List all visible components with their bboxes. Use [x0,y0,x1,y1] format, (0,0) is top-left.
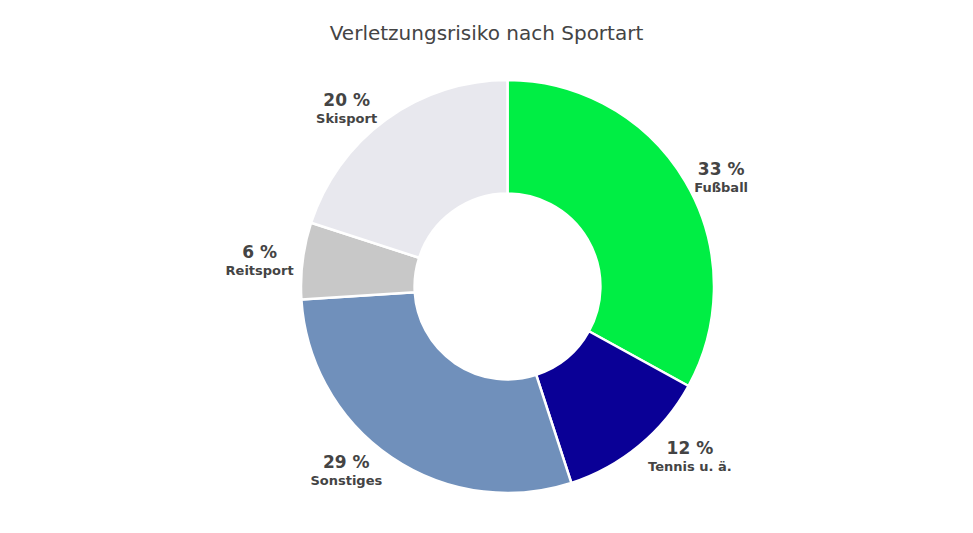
svg-text:33 %Fußball: 33 %Fußball [694,159,748,195]
svg-text:20 %Skisport: 20 %Skisport [316,90,377,126]
svg-text:12 %Tennis u. ä.: 12 %Tennis u. ä. [648,438,732,474]
svg-text:6 %Reitsport: 6 %Reitsport [226,242,294,278]
svg-text:29 %Sonstiges: 29 %Sonstiges [310,452,382,488]
svg-text:Verletzungsrisiko nach Sportar: Verletzungsrisiko nach Sportart [330,21,644,45]
